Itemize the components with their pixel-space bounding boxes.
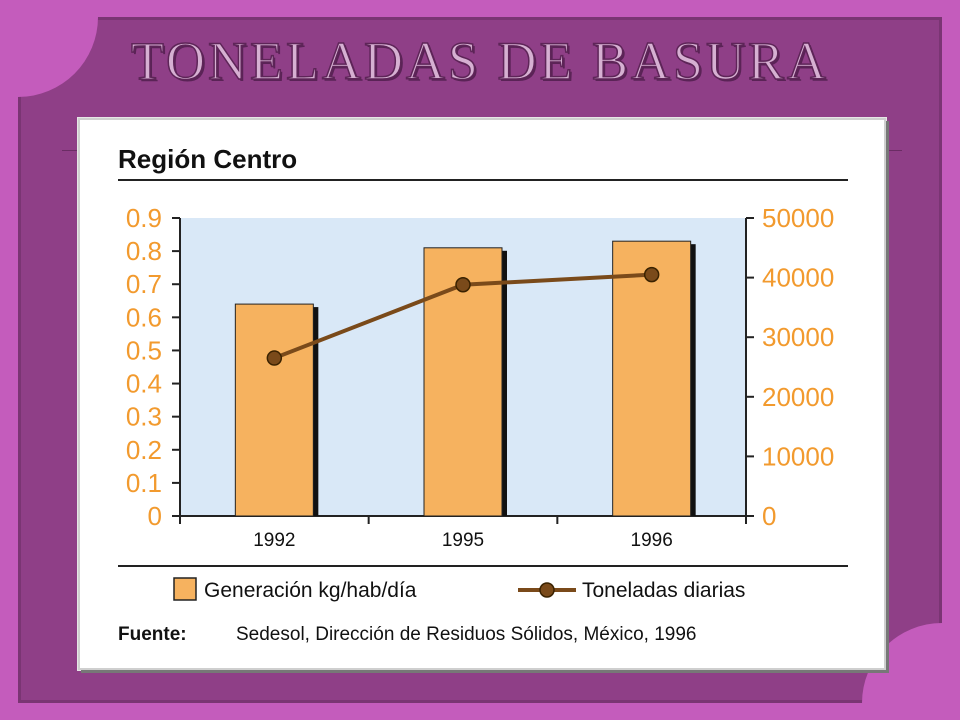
title-divider bbox=[880, 150, 902, 151]
legend: Generación kg/hab/día Toneladas diarias bbox=[173, 577, 745, 602]
left-tick-label: 0.3 bbox=[126, 402, 162, 432]
legend-bar-swatch bbox=[173, 577, 197, 601]
right-tick-label: 40000 bbox=[762, 263, 834, 293]
left-tick-label: 0.6 bbox=[126, 302, 162, 332]
line-point bbox=[455, 277, 471, 293]
source-label: Fuente: bbox=[118, 624, 187, 645]
right-tick-label: 10000 bbox=[762, 441, 834, 471]
legend-line-label: Toneladas diarias bbox=[582, 579, 745, 602]
right-tick-label: 30000 bbox=[762, 322, 834, 352]
left-tick-label: 0.1 bbox=[126, 468, 162, 498]
left-tick-label: 0.7 bbox=[126, 269, 162, 299]
left-tick-label: 0 bbox=[148, 501, 162, 531]
x-tick-label: 1992 bbox=[253, 530, 295, 551]
chart-title: Región Centro bbox=[118, 144, 297, 174]
slide-title: TONELADAS DE BASURA bbox=[130, 30, 830, 92]
legend-bar-label: Generación kg/hab/día bbox=[204, 579, 417, 602]
x-tick-label: 1996 bbox=[631, 530, 673, 551]
left-tick-label: 0.4 bbox=[126, 369, 162, 399]
legend-line-marker bbox=[539, 582, 555, 598]
line-point bbox=[643, 266, 660, 283]
left-tick-label: 0.9 bbox=[126, 203, 162, 233]
bar bbox=[612, 240, 692, 517]
line-point bbox=[266, 350, 283, 366]
x-tick-label: 1995 bbox=[442, 530, 484, 551]
chart-panel: Región Centro 0 0.1 0.2 0.3 0.4 0.5 0.6 0.7 0.8 0… bbox=[78, 118, 886, 670]
bar bbox=[234, 303, 314, 517]
source-text: Sedesol, Dirección de Residuos Sólidos, … bbox=[236, 624, 696, 645]
right-tick-label: 0 bbox=[762, 501, 776, 531]
chart-svg: Región Centro 00.10.20.30.40.50.60.70.80… bbox=[118, 144, 848, 645]
left-tick-label: 0.8 bbox=[126, 236, 162, 266]
left-tick-label: 0.2 bbox=[126, 435, 162, 465]
plot-area: 00.10.20.30.40.50.60.70.80.9010000200003… bbox=[126, 203, 834, 551]
right-tick-label: 50000 bbox=[762, 203, 834, 233]
left-tick-label: 0.5 bbox=[126, 335, 162, 365]
title-divider bbox=[62, 150, 82, 151]
right-tick-label: 20000 bbox=[762, 382, 834, 412]
